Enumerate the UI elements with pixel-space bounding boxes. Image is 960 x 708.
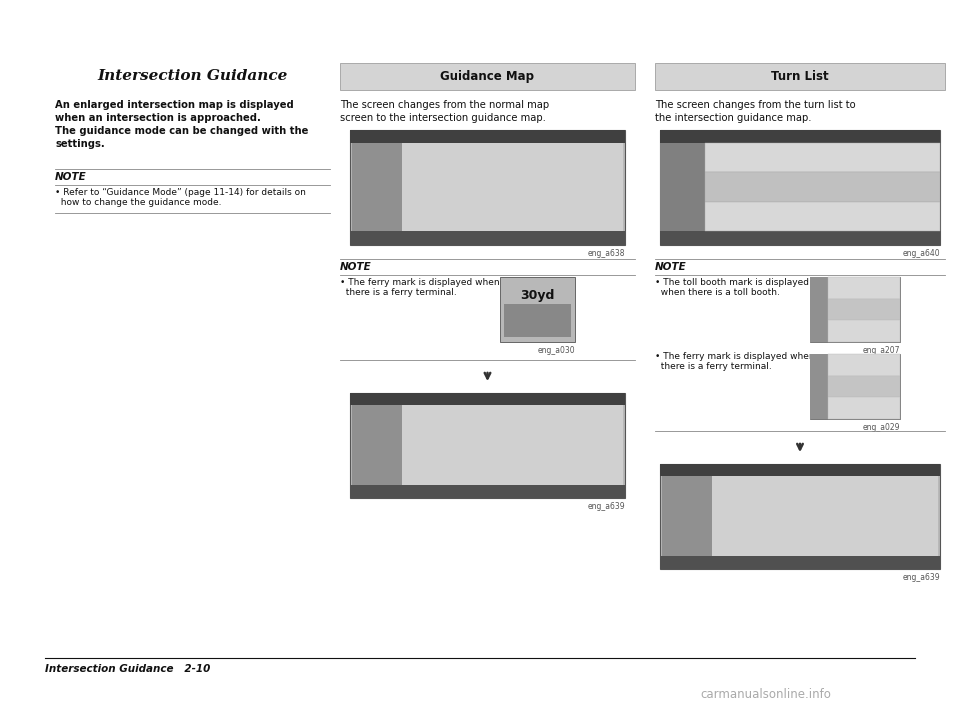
Bar [810, 354, 900, 419]
Bar [705, 202, 940, 232]
Bar [352, 404, 401, 486]
Text: An enlarged intersection map is displayed: An enlarged intersection map is displaye… [55, 100, 294, 110]
Text: • The ferry mark is displayed when: • The ferry mark is displayed when [340, 278, 499, 287]
Text: Guidance Map: Guidance Map [441, 70, 535, 83]
Text: The screen changes from the normal map: The screen changes from the normal map [340, 100, 549, 110]
Text: • Refer to “Guidance Mode” (page 11-14) for details on: • Refer to “Guidance Mode” (page 11-14) … [55, 188, 306, 197]
Text: there is a ferry terminal.: there is a ferry terminal. [340, 288, 457, 297]
Bar [660, 130, 940, 245]
Bar [655, 63, 945, 90]
Text: eng_a030: eng_a030 [538, 346, 575, 355]
Text: eng_a639: eng_a639 [902, 573, 940, 582]
Text: settings.: settings. [55, 139, 105, 149]
Bar [660, 556, 940, 569]
Text: eng_a638: eng_a638 [588, 249, 625, 258]
Bar [350, 486, 625, 498]
Bar [350, 393, 625, 404]
Text: when there is a toll booth.: when there is a toll booth. [655, 288, 780, 297]
Bar [660, 232, 940, 245]
Text: The screen changes from the turn list to: The screen changes from the turn list to [655, 100, 855, 110]
Text: NOTE: NOTE [55, 172, 86, 182]
Bar [340, 63, 635, 90]
Bar [828, 354, 900, 376]
Bar [662, 476, 712, 556]
Bar [828, 320, 900, 342]
Bar [660, 142, 705, 232]
Bar [810, 354, 828, 419]
Bar [660, 464, 940, 569]
Bar [828, 277, 900, 299]
Text: eng_a207: eng_a207 [862, 346, 900, 355]
Bar [352, 142, 623, 232]
Bar [352, 142, 401, 232]
Text: NOTE: NOTE [655, 262, 686, 272]
Text: screen to the intersection guidance map.: screen to the intersection guidance map. [340, 113, 546, 123]
Bar [350, 130, 625, 142]
Text: there is a ferry terminal.: there is a ferry terminal. [655, 362, 772, 371]
Bar [828, 376, 900, 397]
Text: when an intersection is approached.: when an intersection is approached. [55, 113, 261, 123]
Text: Turn List: Turn List [771, 70, 828, 83]
Text: carmanualsonline.info: carmanualsonline.info [700, 688, 830, 701]
Bar [828, 397, 900, 419]
Text: The guidance mode can be changed with the: The guidance mode can be changed with th… [55, 126, 308, 136]
Text: how to change the guidance mode.: how to change the guidance mode. [55, 198, 222, 207]
Bar [828, 299, 900, 320]
Text: eng_a639: eng_a639 [588, 502, 625, 511]
Text: • The toll booth mark is displayed: • The toll booth mark is displayed [655, 278, 809, 287]
Text: eng_a029: eng_a029 [862, 423, 900, 432]
Text: • The ferry mark is displayed when: • The ferry mark is displayed when [655, 352, 815, 361]
Bar [350, 393, 625, 498]
Text: NOTE: NOTE [340, 262, 372, 272]
Text: the intersection guidance map.: the intersection guidance map. [655, 113, 811, 123]
Bar [662, 476, 938, 556]
Text: Intersection Guidance   2-10: Intersection Guidance 2-10 [45, 664, 210, 674]
Text: 30yd: 30yd [520, 289, 555, 302]
Bar [504, 304, 571, 337]
Bar [350, 130, 625, 245]
Bar [500, 277, 575, 342]
Bar [660, 464, 940, 476]
Bar [810, 277, 900, 342]
Bar [705, 172, 940, 202]
Text: Intersection Guidance: Intersection Guidance [97, 69, 288, 84]
Bar [352, 404, 623, 486]
Bar [705, 142, 940, 172]
Bar [660, 130, 940, 142]
Bar [350, 232, 625, 245]
Text: eng_a640: eng_a640 [902, 249, 940, 258]
Bar [810, 277, 828, 342]
